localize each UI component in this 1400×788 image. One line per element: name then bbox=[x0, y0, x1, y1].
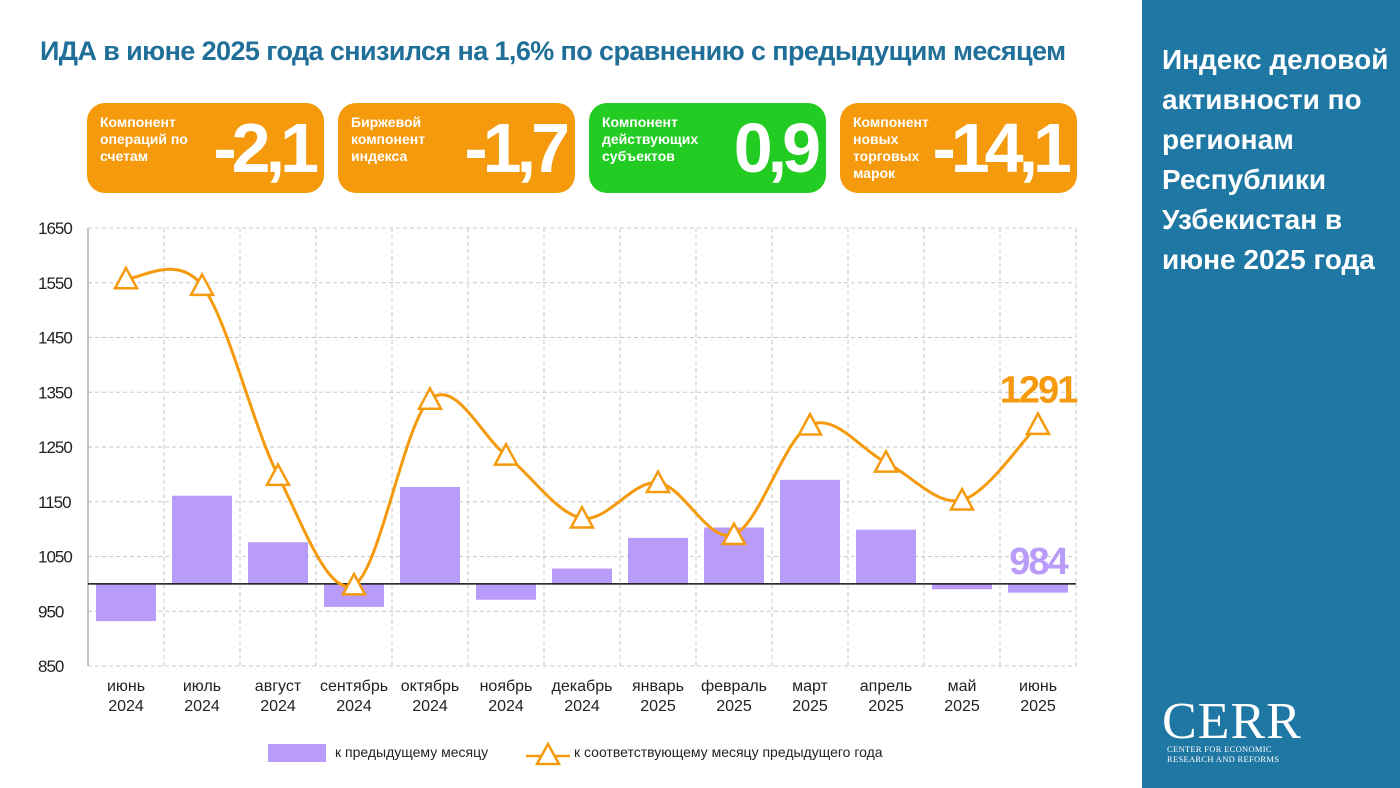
x-tick-year: 2024 bbox=[564, 698, 600, 715]
x-tick-month: июль bbox=[183, 678, 221, 695]
x-tick-year: 2024 bbox=[336, 698, 372, 715]
card-active-entities: Компонент действующих субъектов 0,9 bbox=[589, 103, 826, 193]
line-marker bbox=[948, 486, 976, 511]
page-title: ИДА в июне 2025 года снизился на 1,6% по… bbox=[40, 36, 1066, 66]
line-marker bbox=[112, 265, 140, 290]
bar bbox=[96, 583, 156, 622]
card-label: Компонент действующих субъектов bbox=[602, 114, 699, 164]
line-marker bbox=[188, 271, 216, 297]
y-tick-label: 1050 bbox=[38, 548, 72, 567]
line-marker bbox=[340, 571, 368, 596]
business-activity-chart: 850 950 1050 1150 1250 1350 1450 1550 1650 июнь 20… bbox=[38, 219, 1080, 715]
card-operations: Компонент операций по счетам -2,1 bbox=[87, 103, 324, 193]
y-tick-label: 1550 bbox=[38, 274, 72, 293]
line-series bbox=[125, 267, 1040, 588]
bar bbox=[552, 568, 612, 584]
x-tick-month: декабрь bbox=[552, 678, 613, 695]
logo-subtitle: CENTER FOR ECONOMIC RESEARCH AND REFORMS bbox=[1167, 744, 1280, 764]
bar bbox=[780, 479, 840, 584]
x-tick-year: 2025 bbox=[716, 698, 752, 715]
x-tick-year: 2024 bbox=[108, 698, 144, 715]
line-marker bbox=[568, 504, 596, 529]
bar bbox=[628, 537, 688, 584]
card-label: Компонент операций по счетам bbox=[100, 114, 188, 164]
x-tick-month: июнь bbox=[107, 678, 145, 695]
y-tick-label: 1250 bbox=[38, 438, 72, 457]
x-tick-month: август bbox=[255, 678, 302, 695]
x-tick-month: май bbox=[948, 678, 977, 695]
line-marker bbox=[644, 468, 672, 494]
bar bbox=[248, 542, 308, 584]
card-exchange: Биржевой компонент индекса -1,7 bbox=[338, 103, 575, 193]
x-tick-month: октябрь bbox=[401, 678, 459, 695]
card-value: -1,7 bbox=[464, 109, 570, 187]
x-tick-year: 2025 bbox=[868, 698, 904, 715]
line-marker bbox=[796, 411, 824, 436]
cerr-logo: CERR CENTER FOR ECONOMIC RESEARCH AND REF… bbox=[1162, 694, 1382, 774]
x-tick-month: февраль bbox=[701, 678, 767, 695]
bar bbox=[400, 486, 460, 584]
y-tick-label: 1450 bbox=[38, 329, 72, 348]
y-tick-label: 1650 bbox=[38, 219, 72, 238]
x-tick-month: июнь bbox=[1019, 678, 1057, 695]
y-tick-label: 850 bbox=[38, 657, 64, 676]
card-value: -2,1 bbox=[213, 109, 319, 187]
sidebar: Индекс деловой активности по регионам Ре… bbox=[1142, 0, 1400, 788]
line-marker bbox=[1024, 410, 1052, 436]
x-tick-year: 2024 bbox=[488, 698, 524, 715]
x-tick-month: январь bbox=[632, 678, 684, 695]
x-tick-year: 2025 bbox=[1020, 698, 1056, 715]
x-tick-year: 2025 bbox=[640, 698, 676, 715]
logo-wordmark: CERR bbox=[1162, 693, 1302, 750]
x-tick-year: 2024 bbox=[260, 698, 296, 715]
bar bbox=[476, 583, 536, 600]
legend-bar-label: к предыдущему месяцу bbox=[335, 744, 489, 760]
y-tick-label: 1150 bbox=[38, 493, 71, 512]
line-marker bbox=[720, 520, 748, 546]
card-value: 0,9 bbox=[733, 109, 821, 187]
line-marker bbox=[416, 385, 444, 410]
x-tick-month: апрель bbox=[860, 678, 913, 695]
x-tick-month: ноябрь bbox=[480, 678, 533, 695]
card-label: Биржевой компонент индекса bbox=[351, 114, 426, 164]
legend-line-swatch bbox=[526, 741, 570, 766]
bar bbox=[172, 495, 232, 584]
x-tick-year: 2025 bbox=[944, 698, 980, 715]
line-marker bbox=[264, 461, 292, 487]
card-label: Компонент новых торговых марок bbox=[853, 114, 929, 181]
x-tick-year: 2025 bbox=[792, 698, 828, 715]
card-value: -14,1 bbox=[932, 109, 1072, 187]
x-tick-year: 2024 bbox=[412, 698, 448, 715]
line-marker bbox=[872, 448, 900, 473]
bar bbox=[1008, 583, 1068, 593]
legend-line-label: к соответствующему месяцу предыдущего го… bbox=[574, 744, 883, 760]
line-marker bbox=[492, 441, 520, 466]
data-annotation: 1291 bbox=[1000, 370, 1078, 412]
data-annotation: 984 bbox=[1009, 541, 1068, 583]
y-tick-label: 1350 bbox=[38, 383, 72, 402]
x-tick-year: 2024 bbox=[184, 698, 220, 715]
x-tick-month: сентябрь bbox=[320, 678, 388, 695]
x-tick-month: март bbox=[792, 678, 828, 695]
y-tick-label: 950 bbox=[38, 602, 64, 621]
card-new-trademarks: Компонент новых торговых марок -14,1 bbox=[840, 103, 1077, 193]
legend-bar-swatch bbox=[268, 744, 326, 762]
bar bbox=[856, 529, 916, 584]
bar bbox=[932, 583, 992, 590]
sidebar-title: Индекс деловой активности по регионам Ре… bbox=[1162, 44, 1389, 275]
